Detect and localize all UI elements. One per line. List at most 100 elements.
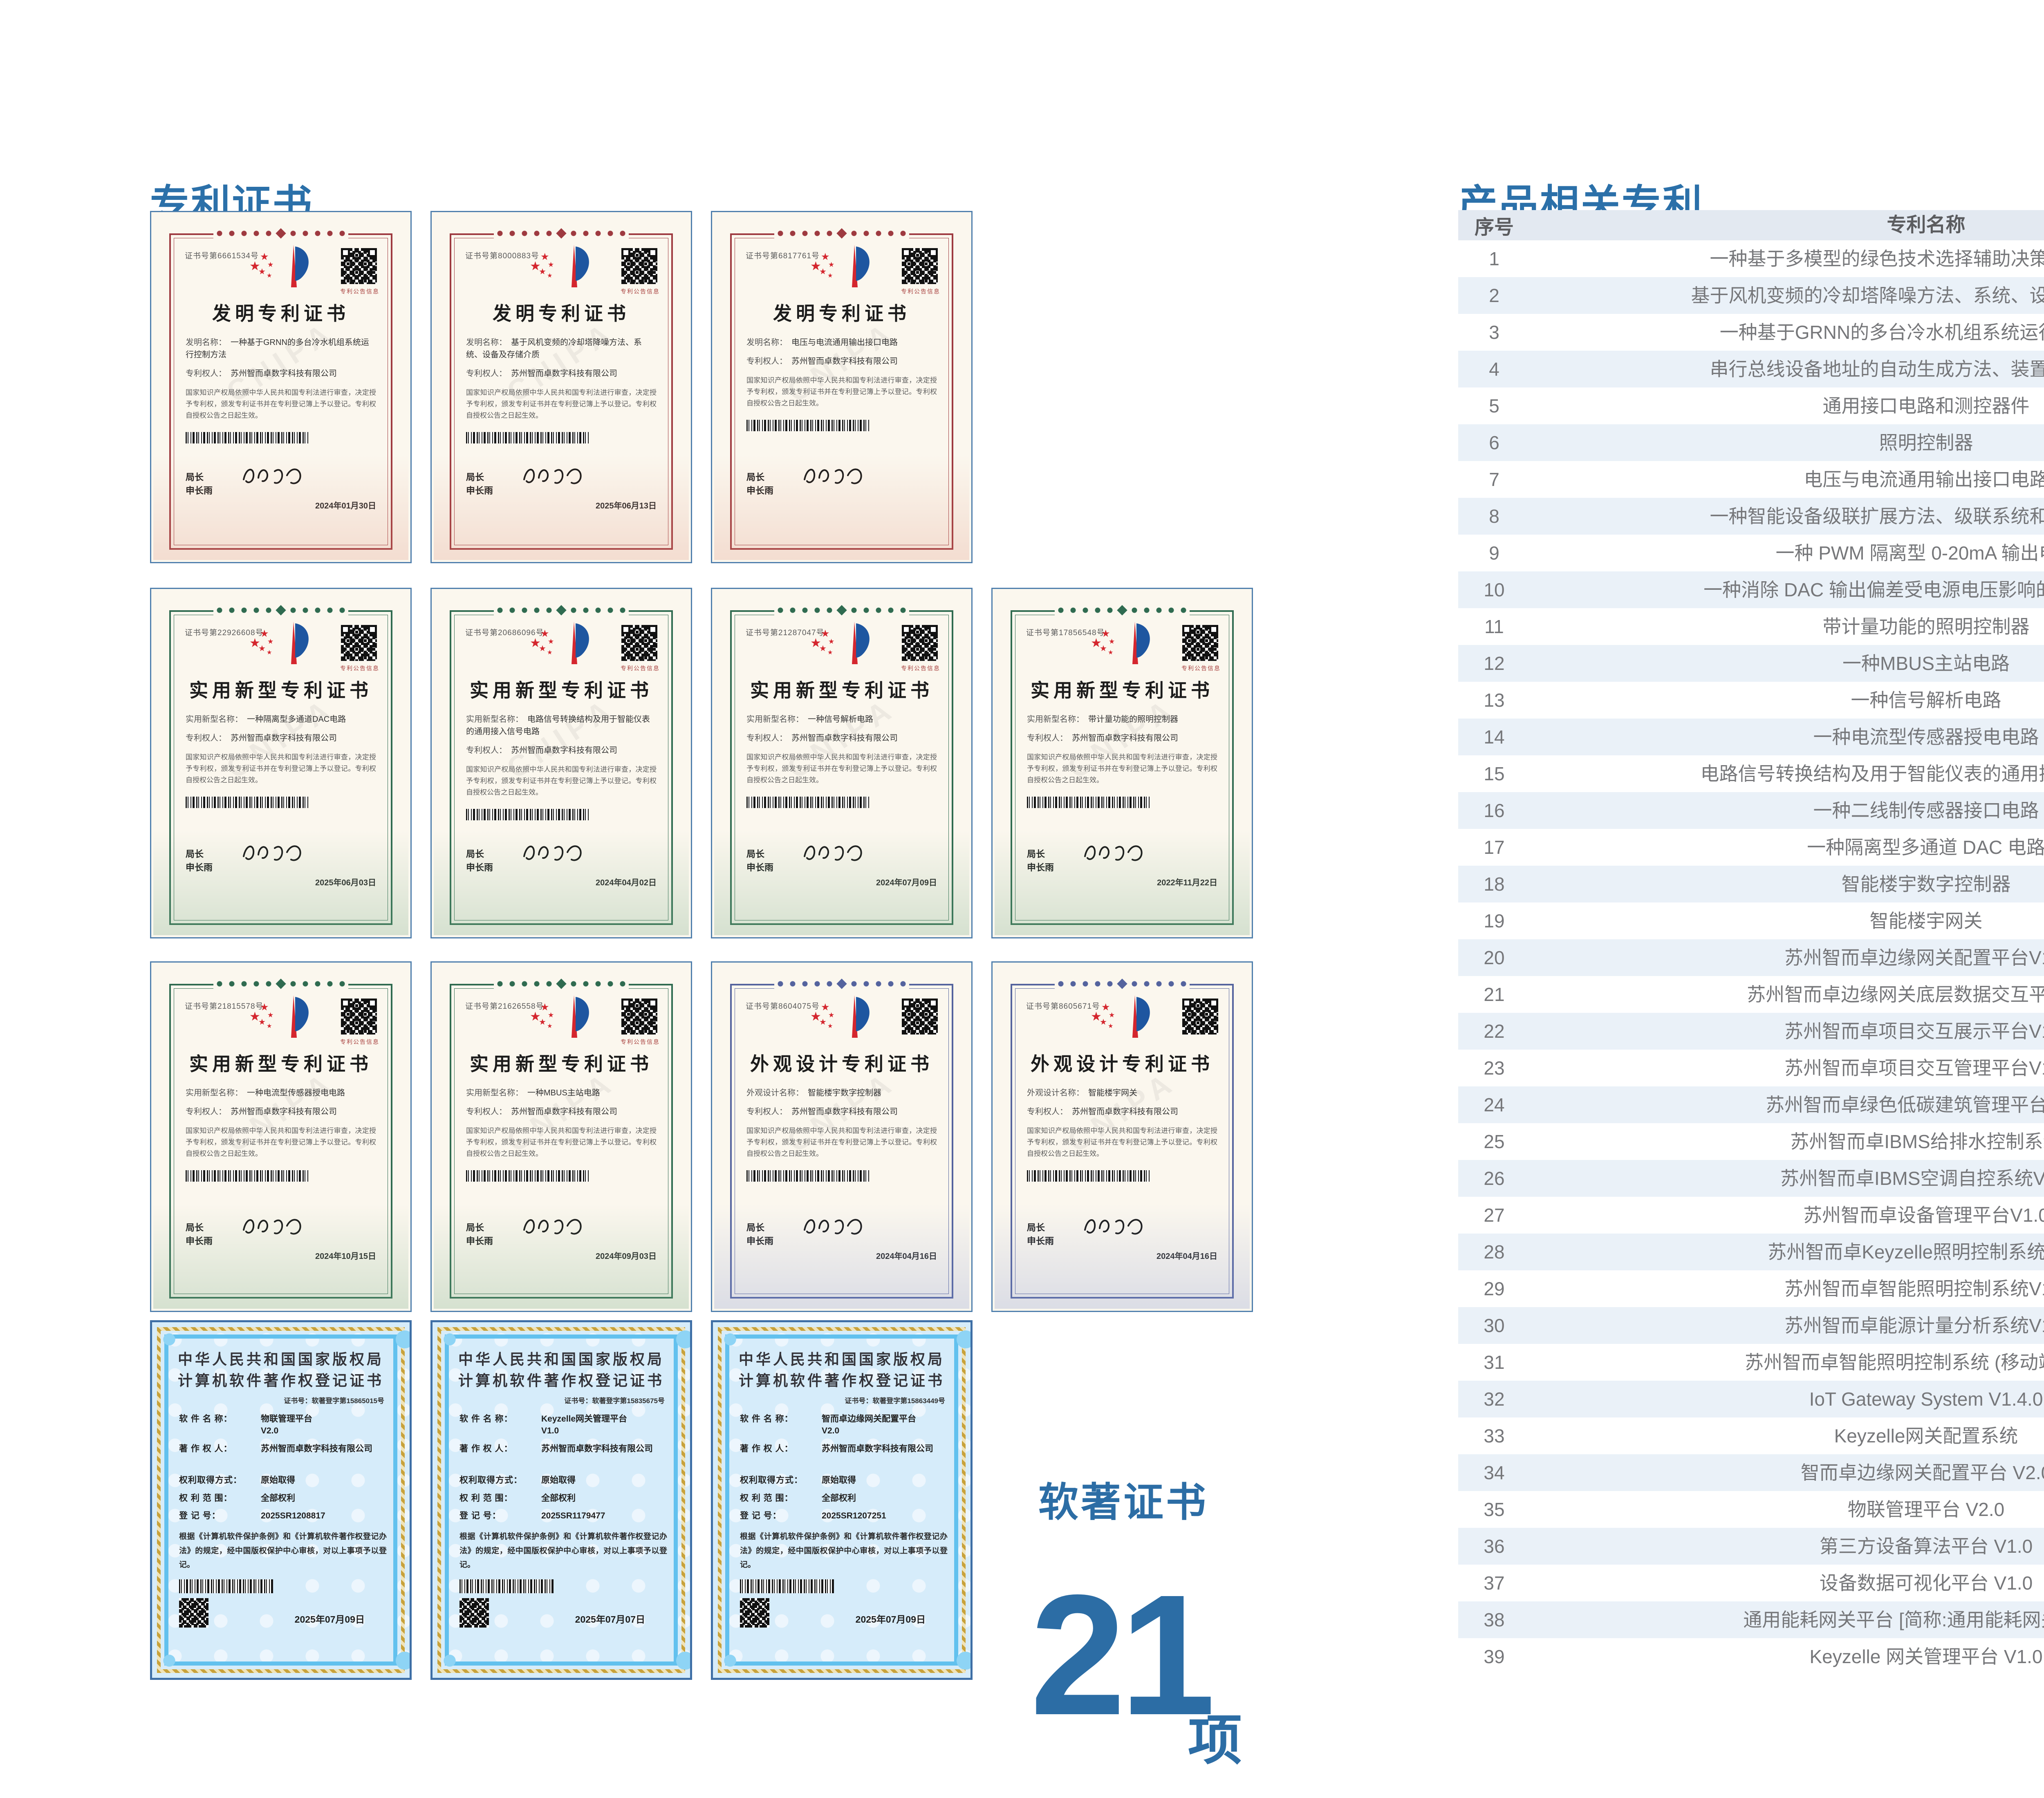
name-field-label: 发明名称： xyxy=(466,338,507,347)
patent-name: 串行总线设备地址的自动生成方法、装置和存储介质 xyxy=(1710,358,2044,380)
table-row: 36 第三方设备算法平台 V1.0 软著 xyxy=(1458,1528,2044,1565)
scope-label: 权 利 范 围： xyxy=(179,1493,233,1503)
barcode-icon xyxy=(466,1170,589,1182)
director-label: 局长 xyxy=(186,1223,204,1233)
patent-name: 一种隔离型多通道 DAC 电路 xyxy=(1807,836,2044,858)
barcode-icon xyxy=(186,1170,308,1182)
patent-certificate-thumbnail: CNIPA 证书号第8604075号 ★ ★ ★ ★ ★ 外观设计专利证书 外观设计名称… xyxy=(711,961,973,1312)
row-number: 9 xyxy=(1489,542,1499,564)
table-row: 3 一种基于GRNN的多台冷水机组系统运行控制方法 发明 xyxy=(1458,314,2044,351)
cnipa-logo-icon: ★ ★ ★ ★ ★ xyxy=(807,618,876,669)
blue-flourish-border xyxy=(160,1330,397,1670)
row-number: 33 xyxy=(1484,1425,1505,1446)
barcode-icon xyxy=(746,420,869,432)
director-name: 申长雨 xyxy=(1027,1236,1054,1246)
name-field-value: 一种MBUS主站电路 xyxy=(527,1088,600,1097)
certificate-title: 实用新型专利证书 xyxy=(189,680,372,701)
table-row: 37 设备数据可视化平台 V1.0 软著 xyxy=(1458,1565,2044,1601)
row-number: 37 xyxy=(1484,1572,1505,1594)
signature-icon xyxy=(243,468,301,484)
acquire-label: 权利取得方式： xyxy=(740,1476,803,1485)
certificate-date: 2025年07月07日 xyxy=(575,1614,645,1625)
certificate-number: 证书号：软著登字第15865015号 xyxy=(284,1397,384,1405)
certificate-border xyxy=(450,976,673,1299)
name-field-value: 基于风机变频的冷却塔降噪方法、系统、设备及存储介质 xyxy=(466,338,642,359)
signature-block: 局长 申长雨 xyxy=(1027,845,1143,874)
software-cert-count: 21 xyxy=(1030,1559,1215,1751)
cnipa-logo-icon: ★ ★ ★ ★ ★ xyxy=(527,992,596,1043)
patent-name: 一种二线制传感器接口电路 xyxy=(1813,799,2039,821)
row-number: 10 xyxy=(1484,579,1505,600)
table-row: 10 一种消除 DAC 输出偏差受电源电压影响的电路及方法 发明 xyxy=(1458,571,2044,608)
row-number: 30 xyxy=(1484,1315,1505,1336)
certificate-body: 实用新型名称： 一种电流型传感器授电电路 专利权人： 苏州智而卓数字科技有限公司 国… xyxy=(186,1087,376,1182)
software-copyright-certificate-thumbnail: 中华人民共和国国家版权局 计算机软件著作权登记证书 证书号：软著登字第15865… xyxy=(150,1320,412,1680)
row-number: 3 xyxy=(1489,322,1499,343)
qr-caption: 专利公告信息 xyxy=(901,665,940,672)
holder-field-label: 专利权人： xyxy=(746,357,787,366)
legal-paragraph: 国家知识产权局依照中华人民共和国专利法进行审查，决定授予专利权，颁发专利证书并在… xyxy=(1027,1127,1217,1158)
table-row: 32 IoT Gateway System V1.4.0 软著 xyxy=(1458,1381,2044,1417)
border-flourish xyxy=(494,225,629,242)
row-number: 14 xyxy=(1484,726,1505,748)
patent-certificate-thumbnail: CNIPA 证书号第20686096号 ★ ★ ★ ★ ★ 专利公告信息 实用新型专利证… xyxy=(430,588,692,938)
patent-name: 苏州智而卓边缘网关配置平台V1.0 xyxy=(1784,947,2044,968)
name-field-label: 发明名称： xyxy=(186,338,226,347)
qr-code-icon xyxy=(341,999,377,1034)
patent-name: 通用能耗网关平台 [简称:通用能耗网关] V2.0 xyxy=(1743,1609,2044,1630)
certificate-number: 证书号：软著登字第15835675号 xyxy=(564,1397,665,1405)
certificate-row: CNIPA 证书号第22926608号 ★ ★ ★ ★ ★ 专利公告信息 实用新型专利证… xyxy=(150,588,1253,938)
certificate-number: 证书号：软著登字第15863449号 xyxy=(845,1397,945,1405)
qr-caption: 专利公告信息 xyxy=(621,665,660,672)
patent-name: IoT Gateway System V1.4.0 xyxy=(1809,1388,2043,1410)
table-row: 16 一种二线制传感器接口电路 实用新型 xyxy=(1458,792,2044,829)
acquire-label: 权利取得方式： xyxy=(179,1476,242,1485)
signature-block: 局长 申长雨 xyxy=(186,845,301,874)
border-flourish xyxy=(1055,602,1190,618)
row-number: 25 xyxy=(1484,1131,1505,1152)
patent-certificate-thumbnail: CNIPA 证书号第21287047号 ★ ★ ★ ★ ★ 专利公告信息 实用新型专利证… xyxy=(711,588,973,938)
software-copyright-certificate-thumbnail: 中华人民共和国国家版权局 计算机软件著作权登记证书 证书号：软著登字第15863… xyxy=(711,1320,973,1680)
certificate-number: 证书号第8000883号 xyxy=(465,252,539,260)
table-row: 30 苏州智而卓能源计量分析系统V1.0 软著 xyxy=(1458,1307,2044,1344)
qr-caption: 专利公告信息 xyxy=(340,665,379,672)
patent-name: 苏州智而卓项目交互展示平台V1.0 xyxy=(1784,1020,2044,1042)
patent-name: 苏州智而卓IBMS空调自控系统V1.0 xyxy=(1780,1167,2044,1189)
qr-code-icon xyxy=(1182,625,1218,661)
legal-paragraph: 国家知识产权局依照中华人民共和国专利法进行审查，决定授予专利权，颁发专利证书并在… xyxy=(186,389,376,420)
holder-field-label: 专利权人： xyxy=(186,369,226,378)
patent-name: 苏州智而卓绿色低碳建筑管理平台V1.0 xyxy=(1766,1094,2044,1115)
certificate-title-line2: 计算机软件著作权登记证书 xyxy=(177,1373,384,1389)
director-name: 申长雨 xyxy=(466,862,493,873)
certificate-date: 2024年10月15日 xyxy=(315,1252,376,1261)
row-number: 29 xyxy=(1484,1278,1505,1299)
certificate-title: 实用新型专利证书 xyxy=(470,1054,653,1075)
signature-block: 局长 申长雨 xyxy=(186,1219,301,1248)
table-row: 29 苏州智而卓智能照明控制系统V1.0 软著 xyxy=(1458,1270,2044,1307)
director-label: 局长 xyxy=(466,1223,484,1233)
holder-field-value: 苏州智而卓数字科技有限公司 xyxy=(511,1107,617,1116)
certificate-row: CNIPA 证书号第21815578号 ★ ★ ★ ★ ★ 专利公告信息 实用新型专利证… xyxy=(150,961,1253,1312)
barcode-icon xyxy=(186,432,308,444)
certificate-number: 证书号第17856548号 xyxy=(1026,629,1105,637)
cnipa-logo-icon: ★ ★ ★ ★ ★ xyxy=(246,242,316,293)
owner-value: 苏州智而卓数字科技有限公司 xyxy=(261,1444,372,1453)
signature-icon xyxy=(523,1219,582,1235)
table-row: 18 智能楼宇数字控制器 外观 xyxy=(1458,866,2044,902)
certificate-title: 发明专利证书 xyxy=(493,303,630,324)
table-row: 39 Keyzelle 网关管理平台 V1.0 软著 xyxy=(1458,1638,2044,1675)
signature-icon xyxy=(523,468,582,484)
row-number: 12 xyxy=(1484,653,1505,674)
certificate-border xyxy=(730,602,953,925)
qr-caption: 专利公告信息 xyxy=(340,288,379,295)
qr-code-icon xyxy=(459,1598,489,1628)
row-number: 1 xyxy=(1489,248,1499,269)
border-flourish xyxy=(494,976,629,992)
patent-name: 苏州智而卓边缘网关底层数据交互平台V1.0 xyxy=(1747,983,2044,1005)
qr-code-icon xyxy=(621,248,657,284)
name-field-label: 实用新型名称： xyxy=(746,715,804,724)
scope-value: 全部权利 xyxy=(822,1493,856,1503)
patent-certificate-thumbnail: CNIPA 证书号第6817761号 ★ ★ ★ ★ ★ 专利公告信息 发明专利证书 发… xyxy=(711,211,973,563)
name-field-label: 实用新型名称： xyxy=(466,715,523,724)
